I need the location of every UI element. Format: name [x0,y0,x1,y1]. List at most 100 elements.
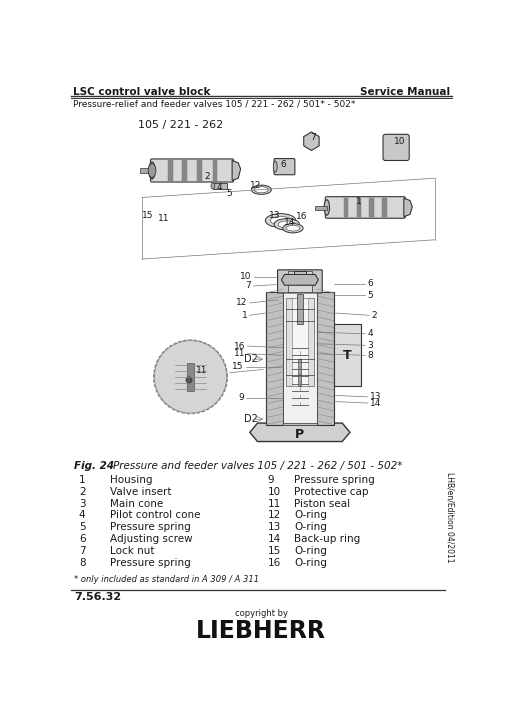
Ellipse shape [282,224,302,233]
Bar [293,270,305,274]
Text: 12: 12 [267,511,280,521]
Text: 14: 14 [267,534,280,544]
FancyBboxPatch shape [150,159,233,182]
Text: 1: 1 [79,475,86,485]
Circle shape [186,377,192,383]
Ellipse shape [148,164,156,177]
FancyBboxPatch shape [273,159,294,174]
Text: Pressure spring: Pressure spring [109,558,190,568]
Text: 16: 16 [296,212,307,221]
Ellipse shape [211,183,214,189]
Text: 5: 5 [225,189,232,198]
Text: 12: 12 [250,182,261,190]
Text: 4: 4 [79,511,86,521]
Text: O-ring: O-ring [294,511,327,521]
Ellipse shape [286,225,299,231]
Bar [292,297,307,386]
Text: 10: 10 [239,272,251,281]
Text: 7: 7 [309,133,315,142]
Text: 105 / 221 - 262: 105 / 221 - 262 [137,120,223,130]
Text: 12: 12 [236,298,247,307]
Polygon shape [303,132,319,150]
Text: 3: 3 [367,341,373,350]
Text: T: T [343,349,351,362]
FancyBboxPatch shape [325,197,405,218]
Text: 2: 2 [204,172,210,181]
Bar [333,325,361,386]
Polygon shape [232,160,240,180]
Text: * only included as standard in A 309 / A 311: * only included as standard in A 309 / A… [74,575,259,583]
Text: 11: 11 [196,366,208,375]
Text: Adjusting screw: Adjusting screw [109,534,192,544]
Text: 1: 1 [241,311,247,320]
Ellipse shape [251,185,271,194]
Text: Pressure spring: Pressure spring [109,523,190,533]
Text: Pressure-relief and feeder valves 105 / 221 - 262 / 501* - 502*: Pressure-relief and feeder valves 105 / … [73,99,354,109]
Text: O-ring: O-ring [294,523,327,533]
Text: 9: 9 [237,393,243,402]
Bar [182,160,186,180]
Text: 10: 10 [267,487,280,497]
Ellipse shape [273,162,276,172]
Bar [197,160,202,180]
Text: O-ring: O-ring [294,558,327,568]
Text: Pilot control cone: Pilot control cone [109,511,200,521]
Text: D2: D2 [244,354,258,364]
Text: 14: 14 [284,218,295,227]
Bar [369,198,373,217]
Text: 10: 10 [392,137,404,146]
Ellipse shape [149,162,155,179]
Text: 7: 7 [245,282,251,290]
Text: 6: 6 [79,534,86,544]
Bar [282,423,316,425]
Text: Fig. 24: Fig. 24 [74,460,114,470]
Text: 15: 15 [232,363,243,371]
Bar [266,292,282,425]
Text: Piston seal: Piston seal [294,498,350,508]
FancyBboxPatch shape [382,134,408,160]
Text: Protective cap: Protective cap [294,487,369,497]
Ellipse shape [270,217,291,225]
Ellipse shape [324,199,329,215]
Bar [343,198,348,217]
Bar [212,160,217,180]
Text: 4: 4 [367,329,373,338]
Text: Back-up ring: Back-up ring [294,534,360,544]
Bar [186,363,194,390]
Bar [282,292,316,425]
Text: 5: 5 [79,523,86,533]
Text: O-ring: O-ring [294,546,327,556]
Bar [287,270,312,292]
Bar [212,183,227,189]
Polygon shape [281,275,318,285]
Text: 5: 5 [367,291,373,300]
Text: 13: 13 [268,211,279,220]
Text: Main cone: Main cone [109,498,162,508]
Text: 8: 8 [79,558,86,568]
Text: LSC control valve block: LSC control valve block [73,87,210,97]
Text: 1: 1 [356,197,361,206]
Text: 7: 7 [79,546,86,556]
Text: 14: 14 [369,398,381,408]
Circle shape [154,340,227,413]
Ellipse shape [277,221,295,228]
Text: Service Manual: Service Manual [359,87,449,97]
Text: Lock nut: Lock nut [109,546,154,556]
Bar [286,297,313,386]
Ellipse shape [254,187,268,193]
Text: 13: 13 [267,523,280,533]
Bar [296,294,302,325]
Text: 16: 16 [233,342,245,350]
Text: P: P [295,428,304,441]
Text: LIEBHERR: LIEBHERR [196,618,326,643]
Ellipse shape [265,214,295,227]
Bar [316,292,333,425]
Text: 4: 4 [216,183,221,192]
Text: 2: 2 [371,311,376,320]
Text: 6: 6 [279,160,285,169]
Text: copyright by: copyright by [235,609,287,618]
Text: D2: D2 [244,414,258,424]
Text: 11: 11 [233,349,245,358]
Bar [298,359,301,386]
Ellipse shape [273,219,299,230]
